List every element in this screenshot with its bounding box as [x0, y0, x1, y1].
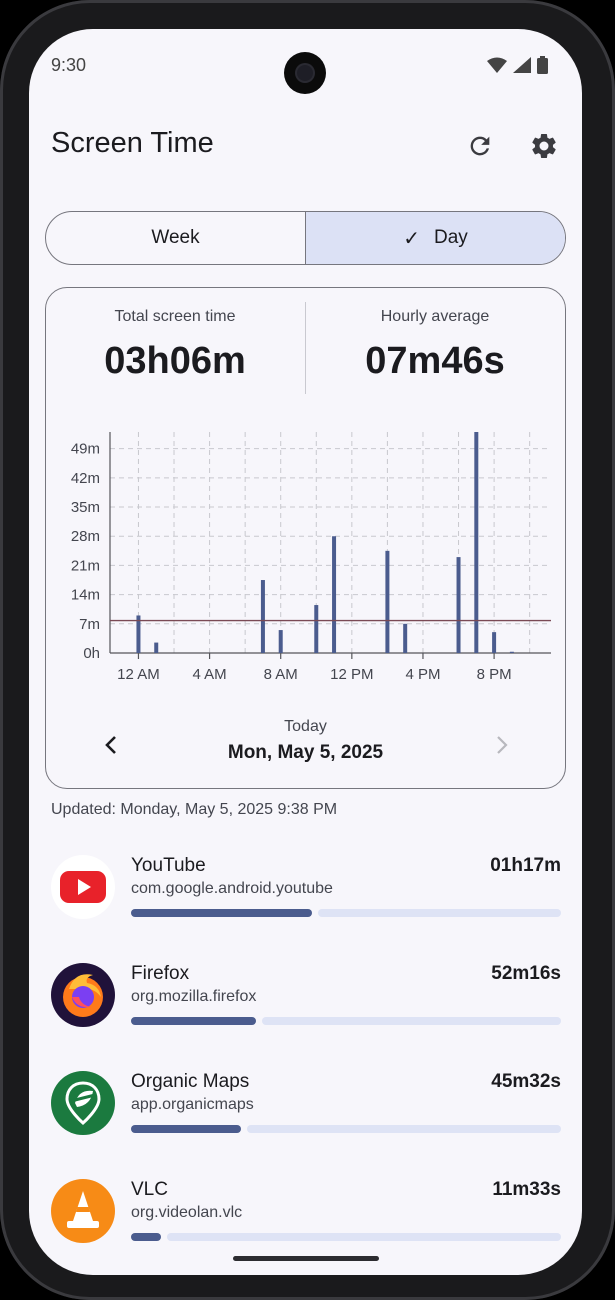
app-package: org.mozilla.firefox [131, 988, 257, 1005]
status-bar: 9:30 [29, 29, 582, 99]
y-tick-label: 28m [71, 528, 100, 545]
usage-bar-7 [260, 580, 265, 653]
usage-bar-18 [456, 557, 461, 653]
range-toggle: Week ✓ Day [45, 211, 566, 265]
day-label: Day [433, 227, 468, 248]
status-icons [487, 56, 548, 74]
app-package: app.organicmaps [131, 1096, 254, 1113]
check-icon: ✓ [403, 227, 420, 250]
app-usage-time: 11m33s [492, 1179, 561, 1200]
usage-bar-14 [385, 550, 390, 653]
usage-bar [131, 1017, 561, 1025]
usage-bar-19 [474, 432, 479, 653]
y-tick-label: 49m [71, 441, 100, 458]
y-tick-label: 21m [71, 557, 100, 574]
app-row-youtube[interactable]: YouTube com.google.android.youtube 01h17… [51, 855, 561, 935]
y-tick-label: 7m [79, 616, 100, 633]
app-usage-time: 45m32s [491, 1071, 561, 1092]
usage-bar-8 [278, 630, 283, 653]
x-tick-label: 8 PM [477, 666, 512, 683]
refresh-button[interactable] [463, 129, 497, 163]
summary-card: Total screen time 03h06m Hourly average … [45, 287, 566, 789]
x-tick-label: 4 AM [192, 666, 226, 683]
app-usage-time: 52m16s [491, 963, 561, 984]
settings-button[interactable] [527, 129, 561, 163]
updated-timestamp: Updated: Monday, May 5, 2025 9:38 PM [51, 801, 338, 818]
date-navigator: Today Mon, May 5, 2025 [46, 716, 565, 776]
usage-bar-1 [154, 642, 159, 653]
week-label: Week [151, 227, 200, 248]
total-value: 03h06m [104, 340, 246, 382]
camera-cutout [284, 52, 326, 94]
previous-day-button[interactable] [96, 730, 126, 760]
usage-bar [131, 1233, 561, 1241]
next-day-button[interactable] [487, 730, 517, 760]
date-label: Mon, May 5, 2025 [227, 742, 384, 763]
y-tick-label: 0h [83, 645, 100, 662]
usage-bar-21 [509, 651, 514, 653]
screen: 9:30 Screen Time Week ✓ [29, 29, 582, 1275]
gear-icon [532, 133, 556, 158]
total-stat: Total screen time 03h06m [46, 308, 304, 383]
hourly-usage-chart: 0h 7m 14m 21m 28m 35m 42m 49m 12 AM 4 AM 8 AM 12 PM… [71, 432, 551, 683]
app-name: Organic Maps [131, 1071, 250, 1092]
app-name: VLC [131, 1179, 168, 1200]
app-package: com.google.android.youtube [131, 880, 333, 897]
x-tick-label: 12 AM [117, 666, 160, 683]
youtube-icon [51, 855, 115, 919]
wifi-icon [487, 57, 507, 73]
y-tick-label: 14m [71, 587, 100, 604]
page-title: Screen Time [51, 127, 214, 159]
week-segment[interactable]: Week [46, 212, 305, 264]
app-row-firefox[interactable]: Firefox org.mozilla.firefox 52m16s [51, 963, 561, 1043]
usage-bar [131, 1125, 561, 1133]
average-value: 07m46s [365, 340, 505, 382]
usage-bar-10 [314, 605, 319, 653]
usage-bar-0 [136, 615, 141, 653]
usage-bar [131, 909, 561, 917]
usage-bar-track [247, 1125, 561, 1133]
vlc-icon [51, 1179, 115, 1243]
organic-maps-icon [51, 1071, 115, 1135]
x-tick-label: 8 AM [264, 666, 298, 683]
usage-bar-fill [131, 909, 312, 917]
battery-icon [537, 56, 548, 74]
usage-bar-15 [403, 623, 408, 653]
usage-bar-track [262, 1017, 561, 1025]
app-name: YouTube [131, 855, 206, 876]
firefox-icon [51, 963, 115, 1027]
app-name: Firefox [131, 963, 190, 984]
app-row-vlc[interactable]: VLC org.videolan.vlc 11m33s [51, 1179, 561, 1259]
usage-bar-fill [131, 1125, 241, 1133]
average-stat: Hourly average 07m46s [306, 308, 564, 383]
x-tick-label: 4 PM [405, 666, 440, 683]
app-row-organic-maps[interactable]: Organic Maps app.organicmaps 45m32s [51, 1071, 561, 1151]
chevron-right-icon [497, 736, 508, 754]
usage-bar-fill [131, 1017, 256, 1025]
usage-bar-fill [131, 1233, 161, 1241]
signal-icon [513, 57, 531, 73]
date-relative-label: Today [284, 718, 327, 735]
chevron-left-icon [105, 736, 116, 754]
average-label: Hourly average [380, 308, 490, 325]
home-indicator[interactable] [233, 1256, 379, 1261]
app-package: org.videolan.vlc [131, 1204, 243, 1221]
y-tick-label: 35m [71, 499, 100, 516]
refresh-icon [470, 136, 490, 156]
app-usage-time: 01h17m [490, 855, 561, 876]
y-tick-label: 42m [71, 470, 100, 487]
usage-bar-20 [492, 632, 497, 653]
day-segment[interactable]: ✓ Day [305, 212, 565, 264]
stat-divider [305, 302, 306, 394]
x-tick-label: 12 PM [330, 666, 373, 683]
total-label: Total screen time [114, 308, 236, 325]
usage-bar-track [167, 1233, 561, 1241]
usage-bar-11 [332, 536, 337, 653]
status-time: 9:30 [51, 55, 87, 75]
usage-bar-track [318, 909, 561, 917]
